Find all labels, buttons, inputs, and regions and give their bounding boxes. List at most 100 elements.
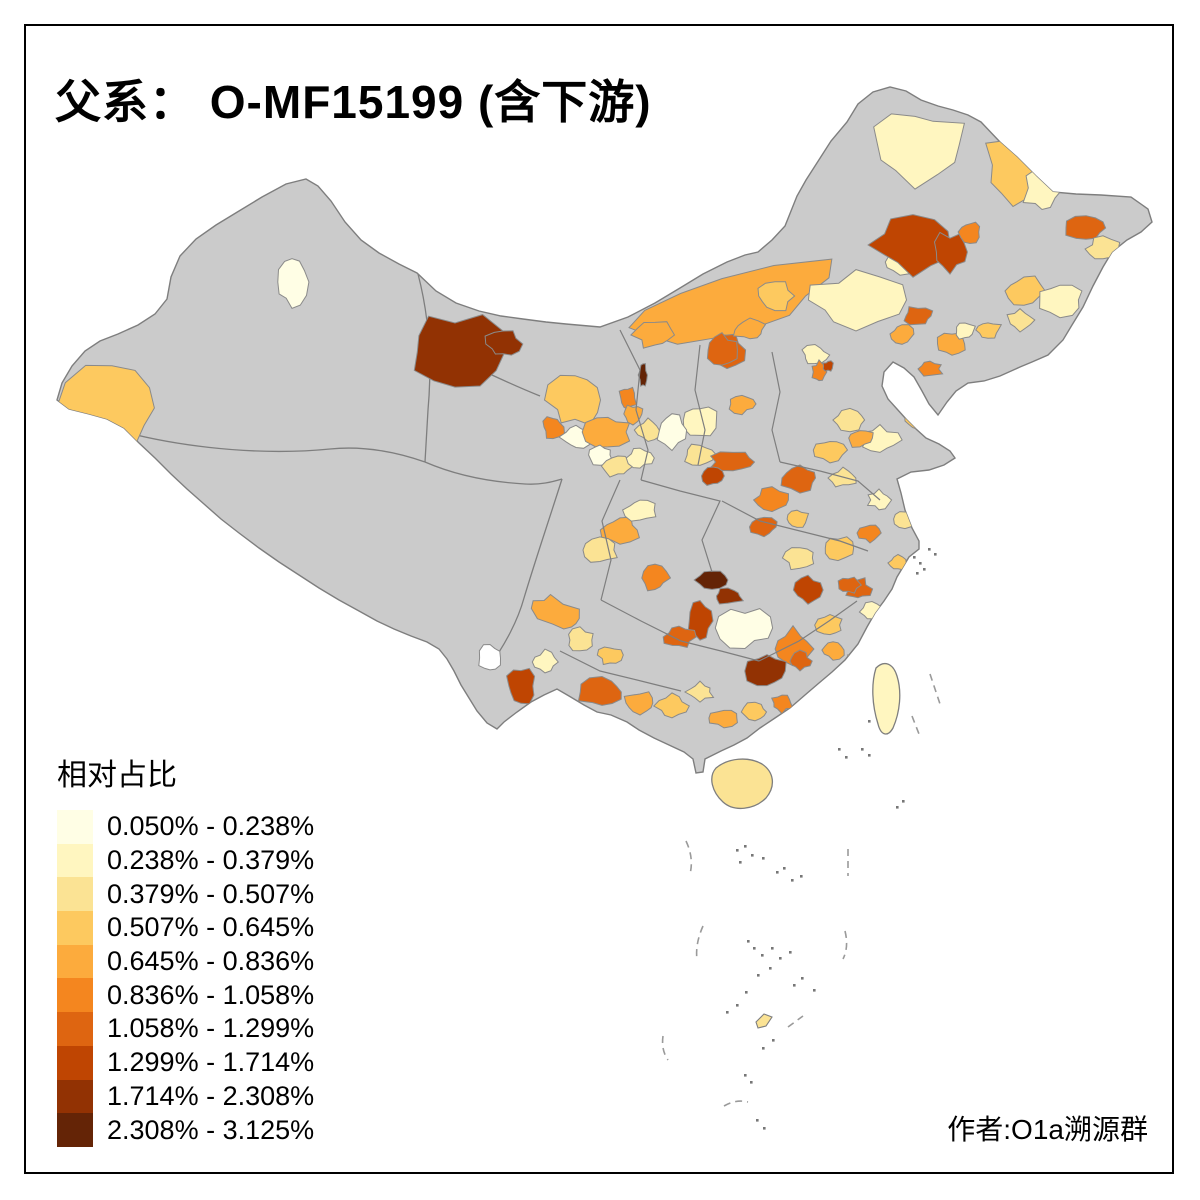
island-dot (736, 1004, 739, 1007)
legend-range-label: 0.238% - 0.379% (107, 845, 315, 876)
prefecture-region (792, 574, 824, 605)
prefecture-region (637, 363, 648, 387)
legend-swatch (57, 978, 93, 1013)
prefecture-region (623, 691, 654, 716)
legend-range-label: 0.379% - 0.507% (107, 878, 315, 909)
legend-row: 1.714% - 2.308% (57, 1079, 315, 1114)
legend-row: 0.379% - 0.507% (57, 877, 315, 912)
island-dot (801, 977, 804, 980)
prefecture-region (873, 113, 966, 190)
island-dot (772, 1039, 775, 1042)
province-borders-east (559, 329, 881, 692)
prefecture-region (714, 608, 774, 650)
prefecture-region (413, 314, 506, 388)
south-china-sea-islet (755, 1013, 773, 1029)
prefecture-region (786, 509, 810, 528)
prefecture-region (812, 440, 849, 464)
prefecture-region (757, 281, 796, 312)
prefecture-region (577, 675, 622, 706)
prefecture-region (277, 258, 310, 310)
prefecture-region (821, 641, 845, 661)
prefecture-region (816, 696, 841, 713)
prefecture-region (652, 692, 690, 719)
dash-segment (911, 715, 920, 735)
prefecture-region (748, 516, 778, 538)
taiwan-island (872, 662, 901, 735)
legend-swatch (57, 810, 93, 844)
island-dot (747, 940, 750, 943)
small-island-dots (726, 548, 937, 1130)
island-dot (739, 861, 742, 864)
prefecture-region (834, 710, 859, 732)
island-dot (902, 800, 905, 803)
prefecture-region (824, 730, 843, 746)
island-dot (745, 991, 748, 994)
legend-row: 1.058% - 1.299% (57, 1012, 314, 1046)
island-dot (861, 748, 864, 751)
prefecture-region (568, 626, 594, 652)
island-dot (896, 806, 899, 809)
island-dot (744, 845, 747, 848)
prefecture-region (889, 324, 915, 345)
legend-range-label: 0.507% - 0.645% (107, 912, 315, 943)
prefecture-region (633, 417, 661, 443)
island-dot (813, 989, 816, 992)
prefecture-region (621, 499, 657, 522)
legend-swatch (57, 877, 93, 912)
prefecture-region (662, 625, 697, 648)
prefecture-region (955, 322, 976, 340)
legend-rows: 0.050% - 0.238% 0.238% - 0.379% 0.379% - 0… (57, 810, 314, 1147)
prefecture-region (656, 413, 688, 452)
prefecture-region (530, 593, 580, 630)
island-dot (779, 957, 782, 960)
prefecture-region (1039, 284, 1083, 319)
legend-range-label: 1.299% - 1.714% (107, 1047, 315, 1078)
legend-swatch (57, 1012, 93, 1046)
dash-segment (929, 673, 941, 705)
prefecture-region (781, 547, 815, 571)
prefecture-region (715, 587, 745, 605)
legend-row: 2.308% - 3.125% (57, 1113, 314, 1147)
dash-segment (685, 840, 693, 875)
legend-range-label: 0.645% - 0.836% (107, 946, 315, 977)
prefecture-region (770, 694, 794, 715)
island-dot (913, 556, 916, 559)
legend-title: 相对占比 (57, 759, 177, 792)
island-dot (771, 947, 774, 950)
prefecture-region (903, 306, 934, 326)
dash-segment (842, 930, 848, 960)
dash-segment (661, 1035, 669, 1061)
island-dot (744, 1074, 747, 1077)
legend-row: 0.238% - 0.379% (57, 843, 315, 878)
prefecture-region (740, 701, 768, 722)
island-dot (868, 720, 871, 723)
dash-segment (723, 1100, 749, 1107)
prefecture-region (531, 648, 560, 674)
island-dot (928, 548, 931, 551)
legend-range-label: 1.714% - 2.308% (107, 1080, 315, 1111)
prefecture-region (628, 258, 833, 345)
prefecture-region (683, 680, 715, 703)
legend-row: 0.836% - 1.058% (57, 978, 314, 1013)
prefecture-region (1006, 308, 1036, 333)
legend-swatch (57, 944, 93, 979)
prefecture-region (744, 654, 787, 687)
island-dot (919, 562, 922, 565)
island-dot (789, 951, 792, 954)
prefecture-region (478, 643, 502, 671)
island-dot (726, 1011, 729, 1014)
prefecture-region (728, 394, 757, 416)
legend-row: 0.507% - 0.645% (57, 911, 314, 945)
prefecture-region (893, 511, 918, 530)
island-dot (776, 871, 779, 874)
prefecture-region (848, 430, 874, 448)
prefecture-region (700, 466, 725, 486)
prefecture-region (709, 451, 756, 472)
island-dot (761, 954, 764, 957)
legend-range-label: 2.308% - 3.125% (107, 1114, 315, 1145)
prefecture-region (57, 364, 155, 449)
prefecture-region (484, 330, 524, 356)
prefecture-region (581, 416, 631, 448)
prefecture-region (618, 386, 638, 411)
